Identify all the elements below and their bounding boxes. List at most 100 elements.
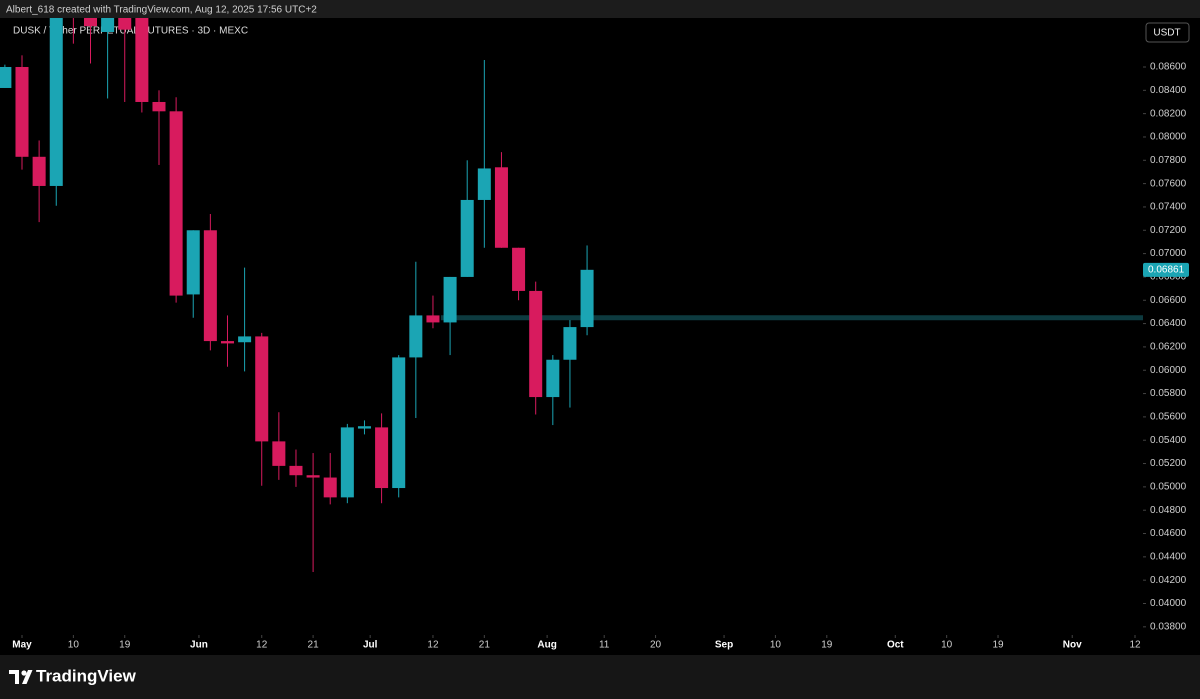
candle-body: [49, 18, 63, 186]
candle: [512, 247, 526, 301]
currency-box[interactable]: [1145, 22, 1190, 43]
candle-body: [477, 168, 491, 200]
y-tick-label: 0.03800: [1150, 621, 1187, 632]
x-tick-label: 12: [256, 640, 268, 651]
candle: [152, 90, 166, 165]
x-tick-label: 10: [68, 640, 80, 651]
candle-body: [426, 315, 440, 323]
candle: [203, 213, 217, 351]
y-tick-label: 0.07800: [1150, 155, 1187, 166]
y-tick-label: 0.07400: [1150, 202, 1187, 213]
candle: [546, 355, 560, 426]
candle-body: [306, 475, 320, 478]
y-tick-label: 0.05200: [1150, 458, 1187, 469]
candle: [72, 18, 74, 44]
last-price-box: [1143, 262, 1189, 277]
candle-body: [563, 327, 577, 360]
candle-body: [272, 441, 286, 466]
y-tick-label: 0.04600: [1150, 528, 1187, 539]
y-tick-label: 0.07200: [1150, 225, 1187, 236]
x-tick-label: 21: [308, 640, 320, 651]
candle-body: [494, 167, 508, 248]
y-tick-label: 0.06000: [1150, 365, 1187, 376]
y-tick-label: 0.05800: [1150, 388, 1187, 399]
candle: [289, 449, 303, 487]
candle: [15, 55, 29, 170]
candle: [357, 420, 371, 435]
candle: [0, 64, 12, 88]
candle: [32, 140, 46, 223]
x-tick-label: Aug: [537, 640, 556, 651]
y-tick-label: 0.04400: [1150, 551, 1187, 562]
candle: [392, 355, 406, 498]
x-tick-label: Sep: [715, 640, 733, 651]
candle-body: [101, 18, 115, 32]
x-tick-label: Nov: [1063, 640, 1082, 651]
candle: [409, 261, 423, 419]
candle: [460, 160, 474, 277]
logo-dot: [21, 670, 27, 676]
candle-body: [580, 269, 594, 328]
y-tick-label: 0.08200: [1150, 108, 1187, 119]
x-tick-label: Jun: [190, 640, 208, 651]
x-tick-label: 21: [479, 640, 491, 651]
candle-body: [152, 101, 166, 112]
y-tick-label: 0.05600: [1150, 412, 1187, 423]
candle: [135, 18, 149, 113]
x-tick-label: 10: [770, 640, 782, 651]
logo: [9, 670, 33, 684]
x-tick-label: Jul: [363, 640, 378, 651]
candle: [443, 276, 457, 356]
candle-body: [32, 156, 46, 186]
y-tick-label: 0.05400: [1150, 435, 1187, 446]
x-tick-label: May: [12, 640, 32, 651]
currency[interactable]: USDT: [1153, 28, 1180, 39]
x-tick-label: 12: [1129, 640, 1141, 651]
y-tick-label: 0.06800: [1150, 272, 1187, 283]
y-tick-label: 0.05000: [1150, 482, 1187, 493]
candle-body: [83, 18, 98, 27]
candle-body: [15, 66, 29, 157]
x-tick-label: Oct: [887, 640, 904, 651]
candle: [118, 18, 132, 102]
x-tick-label: 10: [941, 640, 953, 651]
candle-body: [169, 111, 183, 296]
x-tick-label: 19: [992, 640, 1004, 651]
chart-title: DUSK / Tether PERPETUAL FUTURES · 3D · M…: [13, 26, 248, 37]
candle: [529, 281, 543, 415]
candle: [238, 267, 252, 372]
candle: [477, 59, 491, 248]
y-tick-label: 0.06400: [1150, 318, 1187, 329]
header-text: Albert_618 created with TradingView.com,…: [6, 5, 317, 16]
candle-body: [460, 199, 474, 277]
candle-body: [323, 477, 337, 498]
header-bar: [0, 0, 1200, 18]
y-tick-label: 0.06600: [1150, 295, 1187, 306]
candle-body: [0, 66, 12, 88]
candle-body: [238, 336, 252, 343]
y-tick-label: 0.04000: [1150, 598, 1187, 609]
candle: [49, 18, 63, 206]
candle-body: [255, 336, 269, 442]
logo-text: TradingView: [36, 666, 137, 685]
candle: [580, 245, 594, 336]
candle-body: [392, 357, 406, 489]
candle: [426, 295, 440, 329]
candle-body: [203, 230, 217, 342]
candle-body: [135, 18, 149, 102]
candle: [169, 97, 183, 303]
candle: [83, 18, 98, 64]
y-tick-label: 0.07600: [1150, 178, 1187, 189]
y-tick-label: 0.08400: [1150, 85, 1187, 96]
candle-body: [512, 247, 526, 291]
y-tick-label: 0.08600: [1150, 62, 1187, 73]
plot: [0, 18, 1143, 573]
x-tick-label: 11: [599, 640, 610, 651]
candle-body: [546, 359, 560, 398]
candle-body: [529, 290, 543, 398]
y-tick-label: 0.06200: [1150, 342, 1187, 353]
candle: [494, 152, 508, 248]
candle: [101, 18, 115, 99]
